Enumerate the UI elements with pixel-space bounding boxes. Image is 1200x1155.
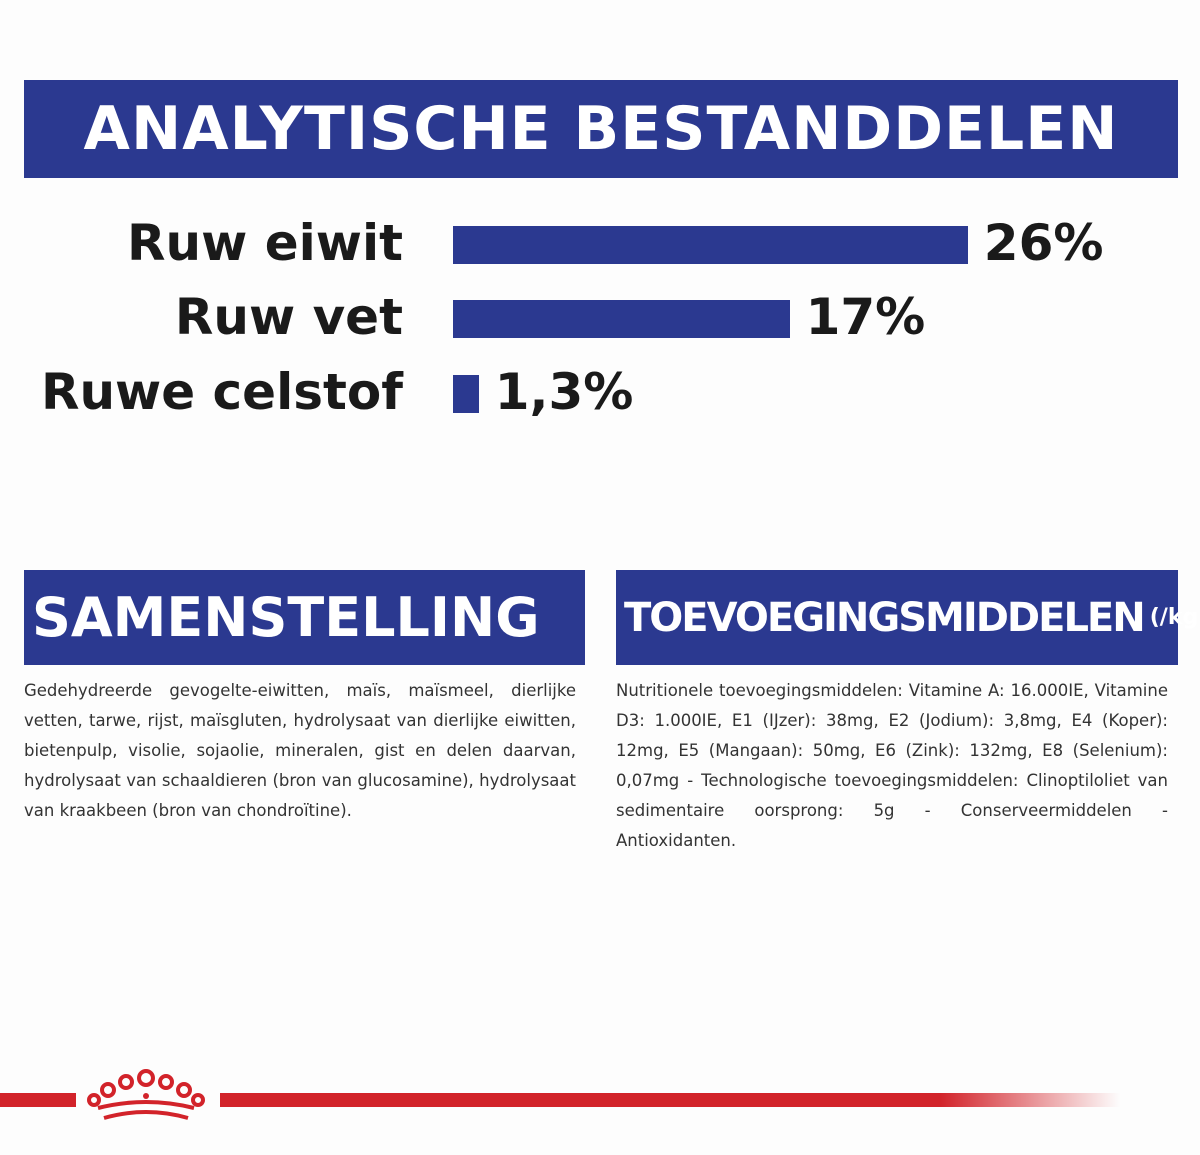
composition-text: Gedehydreerde gevogelte-eiwitten, maïs, …: [24, 681, 576, 820]
bar-label: Ruwe celstof: [40, 363, 403, 421]
bar: [453, 226, 968, 264]
additives-header: TOEVOEGINGSMIDDELEN(/kg): [616, 570, 1200, 665]
bar-value-label: 17%: [805, 288, 926, 346]
analytical-header: ANALYTISCHE BESTANDDELEN: [24, 80, 1178, 178]
additives-unit: (/kg): [1149, 605, 1200, 630]
bar-value-label: 26%: [983, 214, 1104, 272]
additives-text: Nutritionele toevoegingsmiddelen: Vitami…: [616, 681, 1168, 850]
bar-value-label: 1,3%: [494, 363, 634, 421]
composition-header: SAMENSTELLING: [24, 570, 585, 665]
footer-line-right: [220, 1093, 1120, 1107]
crown-logo-icon: [87, 1069, 205, 1120]
bar-label: Ruw vet: [174, 288, 403, 346]
bar: [453, 375, 479, 413]
bar: [453, 300, 790, 338]
bar-label: Ruw eiwit: [127, 214, 403, 272]
additives-title: TOEVOEGINGSMIDDELEN: [624, 594, 1146, 641]
footer-line-left: [0, 1093, 76, 1107]
